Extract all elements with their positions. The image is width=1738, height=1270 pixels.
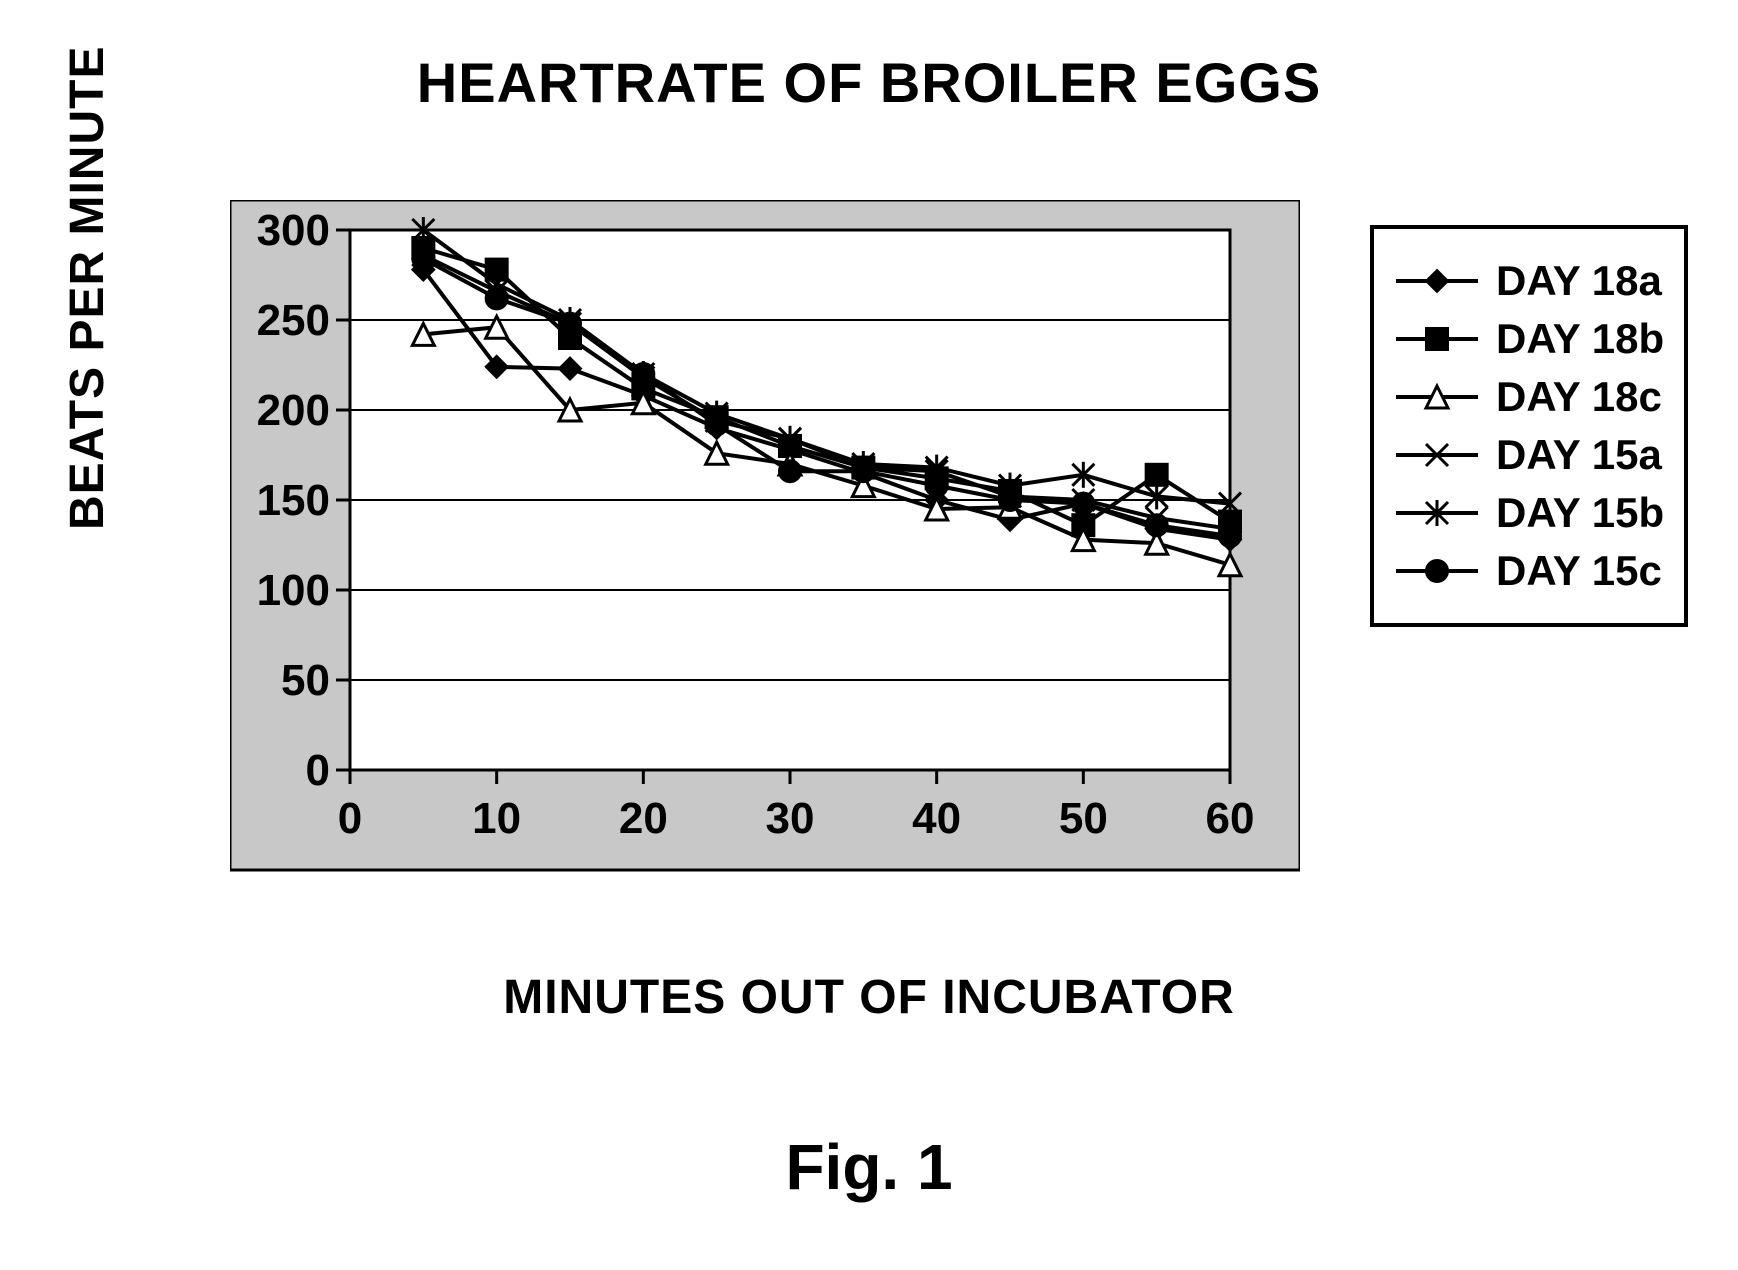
y-axis-label: BEATS PER MINUTE [60, 46, 115, 530]
y-tick-label: 200 [240, 386, 330, 436]
legend-item: DAY 15b [1392, 489, 1664, 537]
legend-item: DAY 15c [1392, 547, 1664, 595]
chart-title: HEARTRATE OF BROILER EGGS [0, 50, 1738, 115]
y-tick-label: 0 [240, 746, 330, 796]
y-tick-label: 50 [240, 656, 330, 706]
legend-label: DAY 18b [1496, 315, 1664, 363]
x-tick-label: 50 [1043, 794, 1123, 844]
legend-item: DAY 15a [1392, 431, 1664, 479]
legend-label: DAY 18c [1496, 373, 1662, 421]
chart-legend: DAY 18a DAY 18b DAY 18c DAY 15a DAY 15b DAY 1… [1370, 225, 1688, 627]
legend-marker-icon [1392, 321, 1482, 357]
x-tick-label: 0 [310, 794, 390, 844]
legend-marker-icon [1392, 379, 1482, 415]
x-axis-label: MINUTES OUT OF INCUBATOR [0, 970, 1738, 1025]
legend-marker-icon [1392, 437, 1482, 473]
y-tick-label: 300 [240, 206, 330, 256]
legend-marker-icon [1392, 495, 1482, 531]
x-tick-label: 30 [750, 794, 830, 844]
legend-label: DAY 18a [1496, 257, 1662, 305]
legend-marker-icon [1392, 263, 1482, 299]
legend-item: DAY 18b [1392, 315, 1664, 363]
x-tick-label: 20 [603, 794, 683, 844]
legend-item: DAY 18a [1392, 257, 1664, 305]
legend-label: DAY 15a [1496, 431, 1662, 479]
y-tick-label: 250 [240, 296, 330, 346]
y-tick-label: 150 [240, 476, 330, 526]
legend-label: DAY 15c [1496, 547, 1662, 595]
legend-item: DAY 18c [1392, 373, 1664, 421]
x-tick-label: 10 [457, 794, 537, 844]
figure-label: Fig. 1 [0, 1130, 1738, 1204]
x-tick-label: 40 [897, 794, 977, 844]
legend-marker-icon [1392, 553, 1482, 589]
x-tick-label: 60 [1190, 794, 1270, 844]
y-tick-label: 100 [240, 566, 330, 616]
legend-label: DAY 15b [1496, 489, 1664, 537]
